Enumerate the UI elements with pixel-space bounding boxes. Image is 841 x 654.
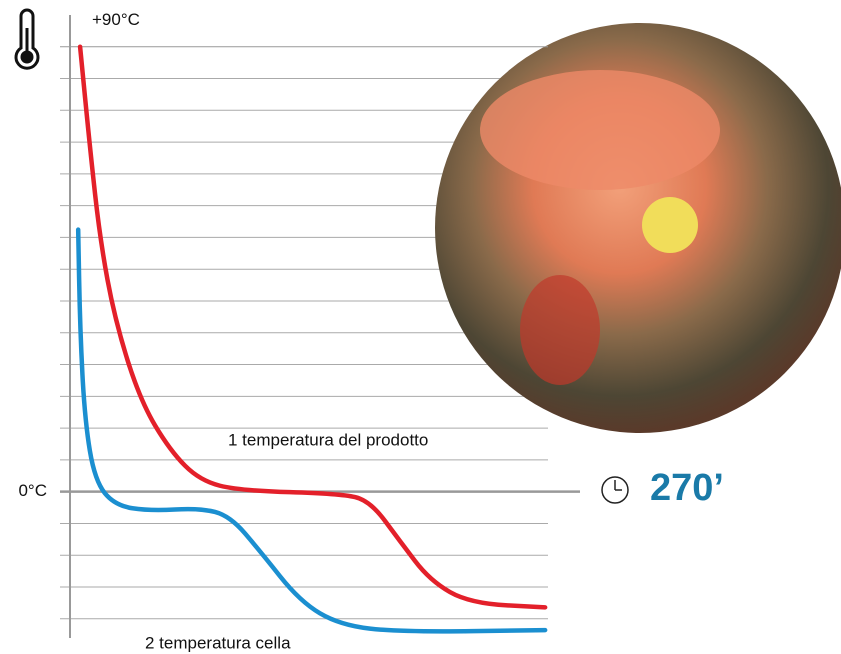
- time-annotation: 270’: [650, 467, 724, 509]
- series-label: 1 temperatura del prodotto: [228, 430, 428, 449]
- thermometer-icon: [14, 8, 40, 70]
- series-line: [77, 44, 548, 610]
- photo-detail: [480, 70, 720, 190]
- clock-icon: [601, 476, 629, 504]
- y-tick-label: +90°C: [92, 10, 140, 29]
- photo-detail: [520, 275, 600, 385]
- photo-detail: [642, 197, 698, 253]
- y-tick-label: 0°C: [18, 481, 47, 500]
- series-line: [75, 227, 548, 634]
- series-label: 2 temperatura cella: [145, 633, 291, 652]
